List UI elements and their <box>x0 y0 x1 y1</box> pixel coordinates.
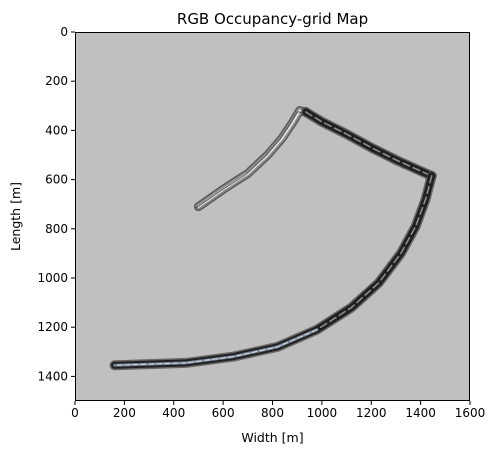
plot-frame <box>75 32 470 401</box>
x-tick-label: 200 <box>113 406 136 420</box>
track-upper-left-arm <box>193 106 311 212</box>
x-tick-label: 400 <box>162 406 185 420</box>
x-tick-label: 600 <box>212 406 235 420</box>
y-tick-label: 1200 <box>37 320 68 334</box>
x-tick-label: 1600 <box>455 406 486 420</box>
x-axis: 0 200 400 600 800 1000 1200 1400 1600 <box>71 401 485 420</box>
y-tick-label: 400 <box>45 123 68 137</box>
plot-area <box>75 32 470 401</box>
x-tick-label: 1200 <box>356 406 387 420</box>
track-upper-diagonal <box>300 107 437 181</box>
y-tick-label: 0 <box>60 25 68 39</box>
x-tick-label: 800 <box>261 406 284 420</box>
y-tick-label: 1400 <box>37 369 68 383</box>
x-axis-label: Width [m] <box>241 430 303 445</box>
x-tick-label: 1000 <box>307 406 338 420</box>
y-tick-label: 800 <box>45 222 68 236</box>
chart-title: RGB Occupancy-grid Map <box>177 10 368 28</box>
track-lower-curve <box>109 170 437 371</box>
track-layer <box>109 106 437 371</box>
x-tick-label: 0 <box>71 406 79 420</box>
y-tick-label: 600 <box>45 173 68 187</box>
y-tick-label: 1000 <box>37 271 68 285</box>
x-tick-label: 1400 <box>405 406 436 420</box>
y-axis-label: Length [m] <box>8 182 23 251</box>
map-background <box>75 32 470 401</box>
y-tick-label: 200 <box>45 74 68 88</box>
y-axis: 0 200 400 600 800 1000 1200 1400 <box>37 25 75 383</box>
